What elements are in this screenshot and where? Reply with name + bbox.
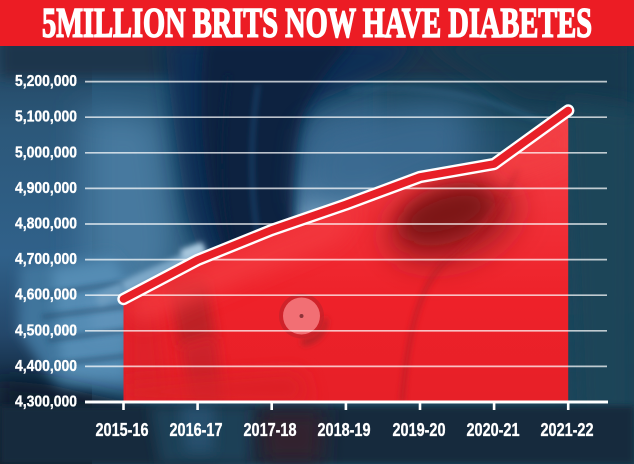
svg-text:5,000,000: 5,000,000: [15, 144, 77, 161]
svg-text:4,300,000: 4,300,000: [15, 394, 77, 411]
svg-text:4,700,000: 4,700,000: [15, 251, 77, 268]
svg-text:5,100,000: 5,100,000: [15, 109, 77, 126]
svg-text:4,800,000: 4,800,000: [15, 216, 77, 233]
svg-text:2019-20: 2019-20: [393, 420, 446, 440]
svg-text:2020-21: 2020-21: [467, 420, 520, 440]
svg-text:2017-18: 2017-18: [244, 420, 297, 440]
svg-text:4,500,000: 4,500,000: [15, 322, 77, 339]
svg-text:4,600,000: 4,600,000: [15, 287, 77, 304]
svg-text:2015-16: 2015-16: [96, 420, 149, 440]
svg-text:4,900,000: 4,900,000: [15, 180, 77, 197]
svg-text:5,200,000: 5,200,000: [15, 73, 77, 90]
svg-text:2016-17: 2016-17: [170, 420, 223, 440]
svg-text:2021-22: 2021-22: [541, 420, 594, 440]
svg-text:2018-19: 2018-19: [318, 420, 371, 440]
svg-text:5MILLION BRITS NOW HAVE DIABET: 5MILLION BRITS NOW HAVE DIABETES: [42, 1, 592, 47]
svg-text:4,400,000: 4,400,000: [15, 358, 77, 375]
